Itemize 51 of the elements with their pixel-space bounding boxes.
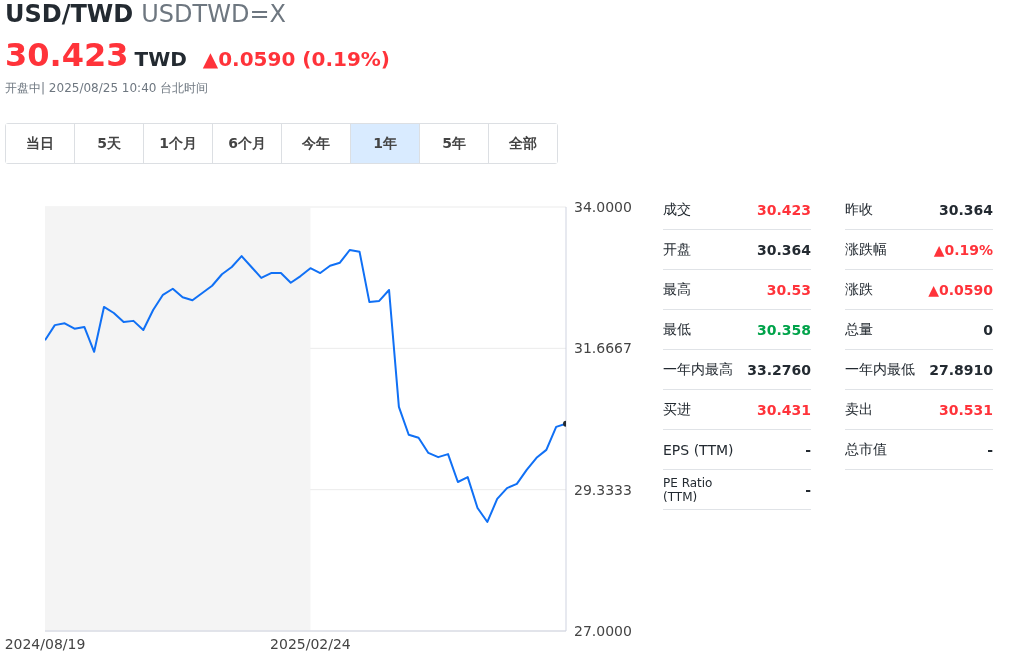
category-label: 涨跌幅	[845, 240, 888, 259]
chart-subtitle: USDTWD=X	[141, 0, 286, 28]
text: 30.364	[756, 241, 811, 258]
text: 1年	[350, 124, 419, 163]
y-tick-label: 29.3333	[574, 481, 632, 498]
text: 开盘中| 2025/08/25 10:40 台北时间	[5, 80, 209, 97]
text: -	[805, 441, 811, 458]
text: 5天	[74, 124, 143, 163]
category-label: 最低	[663, 320, 692, 339]
x-tick-label: 2025/02/24	[270, 635, 351, 652]
category-label: 成交	[663, 200, 692, 219]
text: 1个月	[143, 124, 212, 163]
category-label: 总市值	[845, 440, 888, 459]
text: 30.431	[756, 401, 811, 418]
text: -	[805, 481, 811, 498]
text: ▲0.0590	[928, 281, 993, 298]
text: 5年	[419, 124, 488, 163]
text: 30.364	[938, 201, 993, 218]
text: 全部	[488, 124, 557, 163]
line-series	[45, 249, 566, 523]
category-label: 买进	[663, 400, 692, 419]
text: 当日	[6, 124, 74, 163]
category-label: EPS (TTM)	[663, 441, 735, 458]
category-label: 最高	[663, 280, 692, 299]
category-label: 开盘	[663, 240, 692, 259]
text: 33.2760	[747, 361, 811, 378]
y-tick-label: 27.0000	[574, 622, 632, 639]
category-label: 一年内最高	[663, 360, 734, 379]
chart-title: USD/TWD	[5, 0, 134, 28]
text: TWD	[134, 47, 187, 71]
text: 6个月	[212, 124, 281, 163]
y-tick-label: 31.6667	[574, 340, 632, 357]
text: ▲0.19%	[933, 241, 993, 258]
text: 30.358	[756, 321, 811, 338]
text: 27.8910	[929, 361, 993, 378]
x-tick-label: 2024/08/19	[4, 635, 86, 652]
text: 0	[983, 321, 993, 338]
category-label: 总量	[845, 320, 874, 339]
text: 30.423	[5, 36, 129, 74]
category-label: 昨收	[845, 200, 874, 219]
text: 30.53	[766, 281, 811, 298]
category-label: 卖出	[845, 400, 874, 419]
category-label: 涨跌	[845, 280, 874, 299]
text: ▲0.0590 (0.19%)	[202, 47, 390, 71]
text: 30.531	[938, 401, 993, 418]
y-tick-label: 34.0000	[574, 198, 632, 215]
category-label: 一年内最低	[845, 360, 916, 379]
text: -	[987, 441, 993, 458]
category-label: PE Ratio (TTM)	[663, 475, 714, 504]
text: 今年	[281, 124, 350, 163]
text: 30.423	[756, 201, 811, 218]
